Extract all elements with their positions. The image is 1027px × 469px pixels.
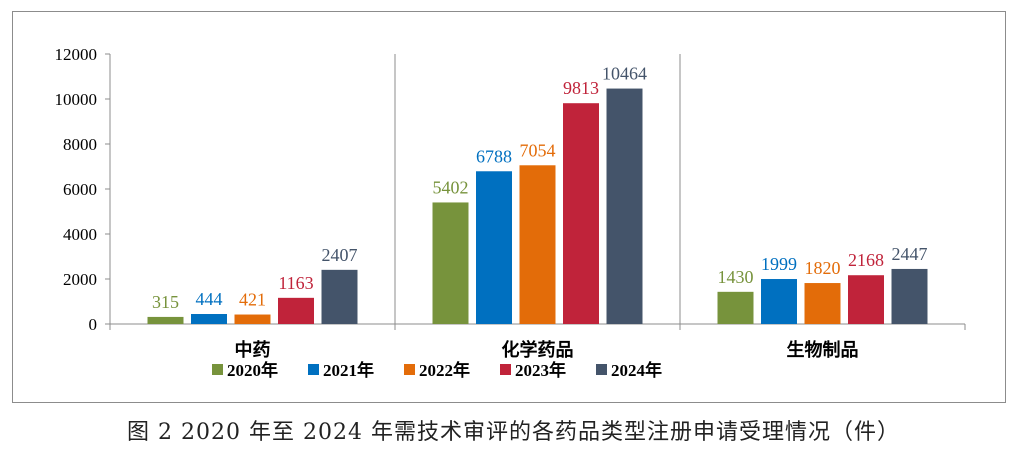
legend-label: 2022年 (419, 360, 470, 380)
value-label: 315 (152, 292, 179, 312)
legend-swatch (212, 364, 223, 375)
value-label: 1999 (761, 254, 797, 274)
bar-2023-cat0 (278, 297, 314, 324)
value-label: 421 (239, 290, 266, 310)
value-label: 10464 (602, 64, 647, 84)
bar-2023-cat1 (563, 103, 599, 325)
bar-2022-cat1 (519, 165, 556, 324)
bar-2021-cat0 (191, 314, 227, 324)
y-tick-label: 0 (89, 315, 98, 334)
chart-frame: 0 2000 4000 6000 8000 10000 12000 315 444 421 116… (12, 11, 1006, 403)
bar-2021-cat2 (761, 279, 797, 324)
legend-swatch (308, 364, 319, 375)
value-label: 1163 (278, 273, 313, 293)
value-label: 2168 (848, 250, 884, 270)
category-label: 中药 (235, 339, 271, 361)
bar-2022-cat0 (234, 314, 271, 324)
legend-swatch (500, 364, 511, 375)
bar-2022-cat2 (804, 283, 841, 324)
legend-label: 2024年 (611, 360, 662, 380)
legend-swatch (404, 364, 415, 375)
value-label: 2407 (322, 245, 358, 265)
category-label: 生物制品 (787, 339, 859, 361)
bar-2024-cat2 (891, 268, 928, 324)
bar-chart: 0 2000 4000 6000 8000 10000 12000 315 444 421 116… (55, 45, 966, 380)
bar-2020-cat2 (717, 291, 754, 324)
value-label: 9813 (563, 78, 599, 98)
y-tick-label: 8000 (63, 135, 97, 154)
legend-label: 2020年 (227, 360, 278, 380)
y-tick-label: 4000 (63, 225, 97, 244)
value-label: 2447 (892, 244, 928, 264)
bar-2024-cat0 (321, 269, 358, 324)
bar-2024-cat1 (606, 88, 643, 324)
legend-swatch (596, 364, 607, 375)
bar-2021-cat1 (476, 171, 512, 324)
bar-2020-cat1 (432, 202, 469, 324)
value-label: 7054 (520, 140, 556, 160)
y-tick-label: 2000 (63, 270, 97, 289)
value-label: 5402 (433, 177, 469, 197)
y-tick-label: 6000 (63, 180, 97, 199)
value-label: 1430 (718, 267, 754, 287)
y-tick-label: 12000 (55, 45, 98, 64)
y-tick-label: 10000 (55, 90, 98, 109)
legend-label: 2023年 (515, 360, 566, 380)
bar-2023-cat2 (848, 275, 884, 324)
figure-caption: 图 2 2020 年至 2024 年需技术审评的各药品类型注册申请受理情况（件） (127, 420, 900, 445)
value-label: 444 (196, 289, 223, 309)
bar-2020-cat0 (147, 316, 184, 324)
value-label: 1820 (805, 258, 841, 278)
value-label: 6788 (476, 146, 512, 166)
legend-label: 2021年 (323, 360, 374, 380)
category-label: 化学药品 (502, 339, 574, 361)
